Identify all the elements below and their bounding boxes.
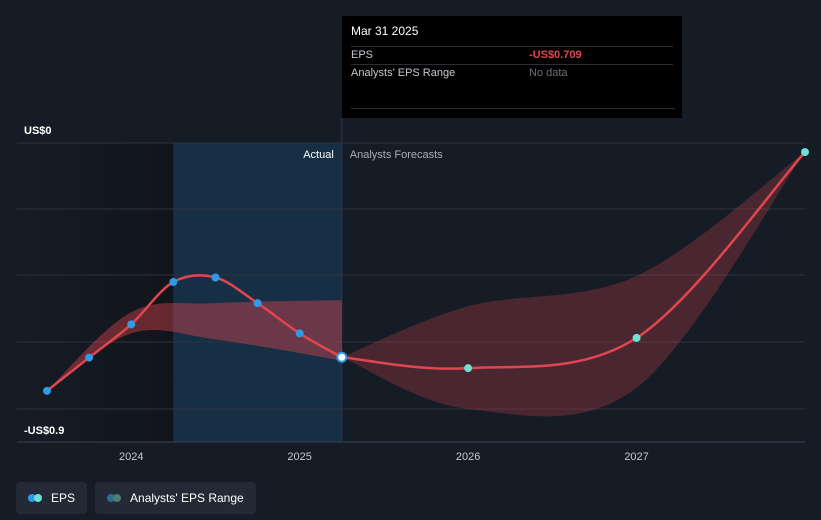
legend-range-toggle[interactable]: Analysts' EPS Range: [95, 482, 256, 514]
eps-actual-point-1: [85, 354, 93, 362]
tooltip-range-row: Analysts' EPS Range No data: [351, 64, 673, 82]
legend: EPS Analysts' EPS Range: [16, 482, 264, 514]
range-legend-icon: [107, 494, 123, 502]
eps-forecast-point-1: [633, 334, 641, 342]
section-forecast-label: Analysts Forecasts: [350, 149, 443, 161]
tooltip-eps-row: EPS -US$0.709: [351, 46, 673, 64]
x-tick-2026: 2026: [456, 451, 480, 463]
tooltip-range-value: No data: [529, 65, 568, 82]
eps-forecast-point-0: [464, 364, 472, 372]
tooltip: Mar 31 2025 EPS -US$0.709 Analysts' EPS …: [342, 16, 682, 118]
eps-actual-point-6: [296, 329, 304, 337]
tooltip-eps-value: -US$0.709: [529, 47, 582, 64]
tooltip-date: Mar 31 2025: [351, 24, 673, 46]
y-label-bottom: -US$0.9: [24, 425, 64, 437]
legend-eps-label: EPS: [51, 491, 75, 505]
eps-forecast-point-2: [801, 148, 809, 156]
x-tick-2027: 2027: [624, 451, 648, 463]
section-actual-label: Actual: [303, 149, 334, 161]
eps-actual-point-4: [211, 273, 219, 281]
eps-actual-point-7: [337, 353, 346, 362]
eps-actual-point-3: [169, 278, 177, 286]
legend-range-label: Analysts' EPS Range: [130, 491, 244, 505]
x-tick-2025: 2025: [287, 451, 311, 463]
highlight-region: [173, 143, 341, 442]
eps-actual-point-2: [127, 320, 135, 328]
tooltip-divider: [351, 108, 675, 109]
tooltip-range-label: Analysts' EPS Range: [351, 65, 529, 82]
legend-eps-toggle[interactable]: EPS: [16, 482, 87, 514]
forecast-range-band: [342, 152, 805, 416]
past-shade: [17, 143, 173, 442]
x-tick-2024: 2024: [119, 451, 143, 463]
y-label-top: US$0: [24, 125, 52, 137]
eps-actual-point-5: [254, 299, 262, 307]
eps-actual-point-0: [43, 387, 51, 395]
eps-legend-icon: [28, 494, 44, 502]
tooltip-eps-label: EPS: [351, 47, 529, 64]
